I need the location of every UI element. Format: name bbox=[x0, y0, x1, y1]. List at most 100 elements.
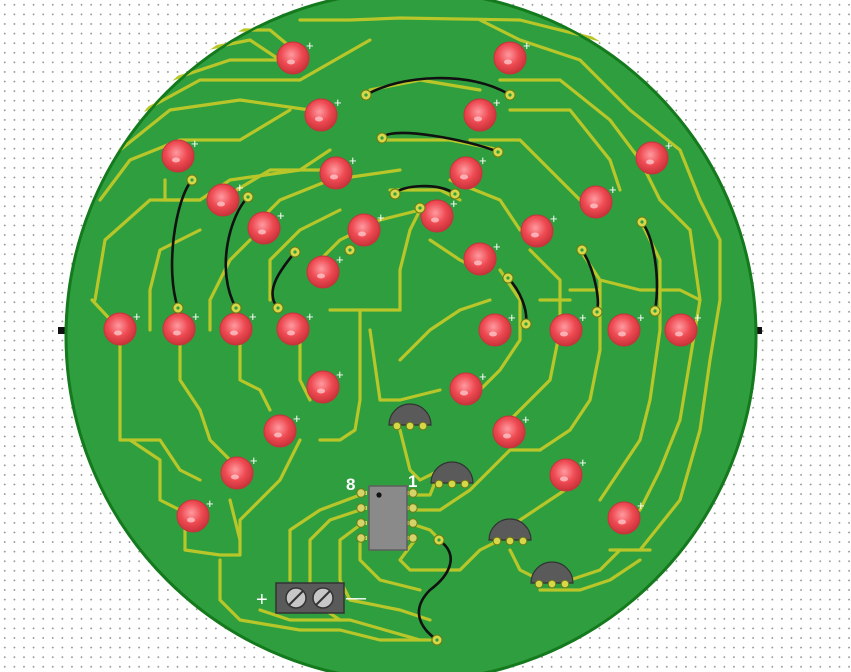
via-hole bbox=[364, 93, 368, 97]
via-hole bbox=[293, 250, 297, 254]
led-highlight bbox=[230, 330, 238, 336]
led-icon bbox=[162, 312, 196, 346]
led-highlight bbox=[231, 474, 239, 480]
trace bbox=[478, 18, 722, 242]
jumper-wire bbox=[417, 538, 452, 642]
trace bbox=[178, 338, 232, 462]
trace bbox=[338, 523, 432, 622]
led-icon bbox=[478, 313, 512, 347]
transistor-icon bbox=[430, 461, 474, 484]
led-icon bbox=[449, 372, 483, 406]
ic-chip[interactable] bbox=[356, 485, 418, 551]
led-highlight bbox=[590, 203, 598, 209]
led-icon bbox=[347, 213, 381, 247]
transistor-pin bbox=[418, 421, 428, 431]
trace bbox=[538, 558, 642, 592]
led-highlight bbox=[560, 331, 568, 337]
trace bbox=[268, 208, 342, 302]
led-highlight bbox=[258, 229, 266, 235]
led-plus-mark: + bbox=[637, 498, 645, 513]
transistor-pin bbox=[434, 479, 444, 489]
led-highlight bbox=[287, 330, 295, 336]
via-hole bbox=[437, 538, 441, 542]
led-plus-mark: + bbox=[191, 136, 199, 151]
led-highlight bbox=[531, 232, 539, 238]
led-icon bbox=[463, 242, 497, 276]
led-highlight bbox=[317, 388, 325, 394]
right-edge-marker bbox=[755, 327, 762, 334]
led-highlight bbox=[173, 330, 181, 336]
transistor-pin bbox=[534, 579, 544, 589]
led-plus-mark: + bbox=[336, 252, 344, 267]
trace bbox=[398, 298, 492, 362]
trace bbox=[143, 38, 372, 112]
via-hole bbox=[190, 178, 194, 182]
trace bbox=[218, 558, 432, 642]
trace bbox=[568, 548, 622, 582]
led-icon bbox=[304, 98, 338, 132]
led-highlight bbox=[217, 201, 225, 207]
led-plus-mark: + bbox=[192, 309, 200, 324]
led-highlight bbox=[317, 273, 325, 279]
transistor-pin bbox=[392, 421, 402, 431]
led-icon bbox=[276, 41, 310, 75]
trace bbox=[128, 438, 182, 512]
trace bbox=[413, 488, 472, 512]
trace bbox=[118, 98, 312, 152]
transistor-icon bbox=[388, 403, 432, 426]
terminal-plus-label: + bbox=[256, 589, 268, 611]
trace bbox=[298, 16, 602, 42]
led-plus-mark: + bbox=[306, 309, 314, 324]
trace bbox=[398, 428, 442, 482]
trace bbox=[638, 228, 702, 512]
led-highlight bbox=[431, 217, 439, 223]
trace bbox=[318, 308, 362, 442]
trace bbox=[598, 278, 702, 302]
led-icon bbox=[449, 156, 483, 190]
led-highlight bbox=[114, 330, 122, 336]
led-highlight bbox=[489, 331, 497, 337]
transistor-pin bbox=[505, 536, 515, 546]
led-highlight bbox=[474, 260, 482, 266]
via-hole bbox=[276, 306, 280, 310]
led-icon bbox=[549, 458, 583, 492]
led-highlight bbox=[460, 174, 468, 180]
led-icon bbox=[664, 313, 698, 347]
transistor-pin bbox=[518, 536, 528, 546]
led-icon bbox=[420, 199, 454, 233]
led-plus-mark: + bbox=[694, 310, 702, 325]
jumper-wire bbox=[170, 178, 194, 310]
trace bbox=[218, 168, 332, 202]
led-plus-mark: + bbox=[579, 455, 587, 470]
via-hole bbox=[595, 310, 599, 314]
led-icon bbox=[306, 255, 340, 289]
via-hole bbox=[580, 248, 584, 252]
ic-pin1-label: 1 bbox=[408, 472, 417, 491]
led-plus-mark: + bbox=[579, 310, 587, 325]
led-highlight bbox=[358, 231, 366, 237]
led-highlight bbox=[274, 432, 282, 438]
trace bbox=[208, 238, 252, 332]
transistor-pin bbox=[492, 536, 502, 546]
transistor-pin bbox=[447, 479, 457, 489]
led-icon bbox=[276, 312, 310, 346]
led-plus-mark: + bbox=[665, 138, 673, 153]
trace bbox=[358, 538, 422, 592]
trace bbox=[468, 138, 582, 202]
led-icon bbox=[263, 414, 297, 448]
led-icon bbox=[635, 141, 669, 175]
led-plus-mark: + bbox=[133, 309, 141, 324]
jumper-wire bbox=[640, 220, 659, 313]
via-hole bbox=[435, 638, 439, 642]
ic-pin1-dot bbox=[376, 492, 382, 498]
transistor-icon bbox=[488, 518, 532, 541]
trace bbox=[468, 448, 542, 492]
led-icon bbox=[549, 313, 583, 347]
led-plus-mark: + bbox=[334, 95, 342, 110]
via-hole bbox=[380, 136, 384, 140]
led-plus-mark: + bbox=[550, 211, 558, 226]
trace bbox=[238, 338, 272, 412]
led-highlight bbox=[187, 517, 195, 523]
terminal-block[interactable] bbox=[275, 582, 345, 614]
led-plus-mark: + bbox=[250, 453, 258, 468]
